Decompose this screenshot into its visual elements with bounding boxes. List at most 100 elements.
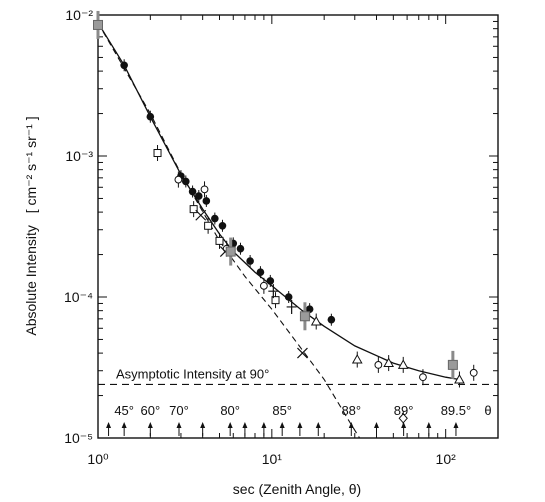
data-point bbox=[286, 299, 297, 314]
data-point bbox=[211, 212, 219, 225]
marker-open-circle bbox=[174, 175, 183, 184]
angle-label: 70° bbox=[169, 403, 189, 418]
x-tick-label: 10² bbox=[436, 451, 457, 467]
data-point bbox=[447, 350, 458, 379]
x-tick-label: 10¹ bbox=[262, 451, 283, 467]
data-point bbox=[397, 356, 409, 373]
arrow-head bbox=[227, 422, 233, 428]
angle-label: 80° bbox=[220, 403, 240, 418]
data-point bbox=[202, 194, 211, 207]
marker-diamond bbox=[398, 413, 408, 424]
data-point bbox=[419, 369, 427, 386]
marker-open-circle bbox=[200, 185, 209, 194]
y-tick-label: 10⁻⁵ bbox=[64, 430, 93, 446]
data-point bbox=[218, 219, 227, 232]
marker-open-triangle bbox=[397, 359, 409, 369]
angle-label: 89.5° bbox=[441, 403, 472, 418]
arrow-head bbox=[200, 422, 206, 428]
data-point bbox=[454, 371, 465, 388]
data-point bbox=[284, 291, 293, 303]
data-point bbox=[189, 201, 198, 218]
data-point bbox=[195, 209, 207, 221]
data-point bbox=[310, 313, 322, 330]
data-point bbox=[383, 355, 395, 372]
marker-filled-circle bbox=[256, 268, 265, 276]
arrow-head bbox=[348, 422, 354, 428]
marker-open-triangle bbox=[310, 316, 322, 326]
data-point bbox=[259, 277, 268, 294]
arrow-head bbox=[242, 422, 248, 428]
arrow-head bbox=[121, 422, 127, 428]
data-point bbox=[215, 232, 224, 249]
y-tick-label: 10⁻² bbox=[65, 7, 93, 23]
data-point bbox=[120, 59, 128, 72]
data-point bbox=[153, 145, 162, 162]
arrow-head bbox=[147, 422, 153, 428]
data-point bbox=[225, 237, 236, 266]
x-axis-label: sec (Zenith Angle, θ) bbox=[233, 481, 361, 497]
angle-annotations: 45° 60° 70° 80° 85° 88° 89° 89.5° θ bbox=[114, 403, 491, 418]
marker-filled-circle bbox=[218, 221, 227, 230]
marker-filled-circle bbox=[146, 112, 155, 121]
data-point bbox=[299, 302, 310, 331]
data-point bbox=[204, 217, 213, 234]
marker-open-triangle bbox=[454, 373, 465, 384]
plot-frame bbox=[97, 14, 499, 439]
marker-open-triangle bbox=[383, 357, 395, 368]
data-point bbox=[146, 110, 155, 123]
data-point bbox=[188, 185, 197, 198]
marker-filled-circle bbox=[327, 315, 336, 324]
arrow-head bbox=[453, 422, 459, 428]
dashed-curve bbox=[97, 22, 361, 439]
y-tick-labels: 10⁻² 10⁻³ 10⁻⁴ 10⁻⁵ bbox=[64, 7, 93, 446]
data-point bbox=[398, 411, 408, 426]
data-point bbox=[266, 274, 275, 287]
marker-cross bbox=[195, 209, 207, 221]
marker-open-circle bbox=[469, 368, 478, 377]
data-point bbox=[469, 364, 478, 381]
angle-label: 88° bbox=[341, 403, 361, 418]
arrow-head bbox=[401, 422, 407, 428]
arrow-head bbox=[373, 422, 379, 428]
axis-ticks bbox=[97, 15, 499, 439]
marker-filled-circle bbox=[266, 277, 275, 285]
marker-filled-circle bbox=[211, 214, 219, 223]
data-point bbox=[256, 266, 265, 279]
marker-filled-circle bbox=[194, 192, 203, 200]
marker-open-square bbox=[204, 221, 213, 230]
y-axis-label-units: [ cm⁻² s⁻¹ sr⁻¹ ] bbox=[23, 116, 39, 213]
marker-open-circle bbox=[419, 373, 427, 382]
marker-open-circle bbox=[374, 360, 383, 369]
fit-curve bbox=[97, 22, 460, 381]
marker-open-triangle bbox=[351, 354, 363, 364]
marker-gray-square bbox=[447, 359, 458, 370]
data-point bbox=[182, 175, 190, 188]
angle-label: 45° bbox=[114, 403, 134, 418]
marker-gray-square bbox=[225, 246, 236, 257]
data-point bbox=[194, 190, 203, 203]
y-axis-label-main: Absolute Intensity bbox=[23, 225, 39, 336]
data-point bbox=[236, 242, 245, 255]
marker-filled-circle bbox=[246, 257, 254, 265]
marker-gray-square bbox=[93, 19, 103, 30]
data-point bbox=[246, 255, 254, 268]
arrow-head bbox=[176, 422, 182, 428]
arrow-head bbox=[106, 422, 112, 428]
marker-open-square bbox=[153, 149, 162, 158]
data-point bbox=[327, 313, 336, 326]
data-point bbox=[268, 284, 279, 299]
angle-label: θ bbox=[484, 403, 491, 418]
arrow-head bbox=[261, 422, 267, 428]
marker-filled-circle bbox=[236, 244, 245, 253]
marker-open-circle bbox=[259, 281, 268, 290]
marker-filled-circle bbox=[284, 293, 293, 301]
y-axis-label-group: Absolute Intensity [ cm⁻² s⁻¹ sr⁻¹ ] bbox=[23, 116, 39, 335]
data-points bbox=[93, 10, 478, 426]
data-point bbox=[93, 10, 103, 39]
marker-open-square bbox=[215, 236, 224, 245]
data-point bbox=[174, 171, 183, 188]
arrow-head bbox=[426, 422, 432, 428]
angle-label: 85° bbox=[272, 403, 292, 418]
y-tick-label: 10⁻³ bbox=[65, 148, 93, 164]
